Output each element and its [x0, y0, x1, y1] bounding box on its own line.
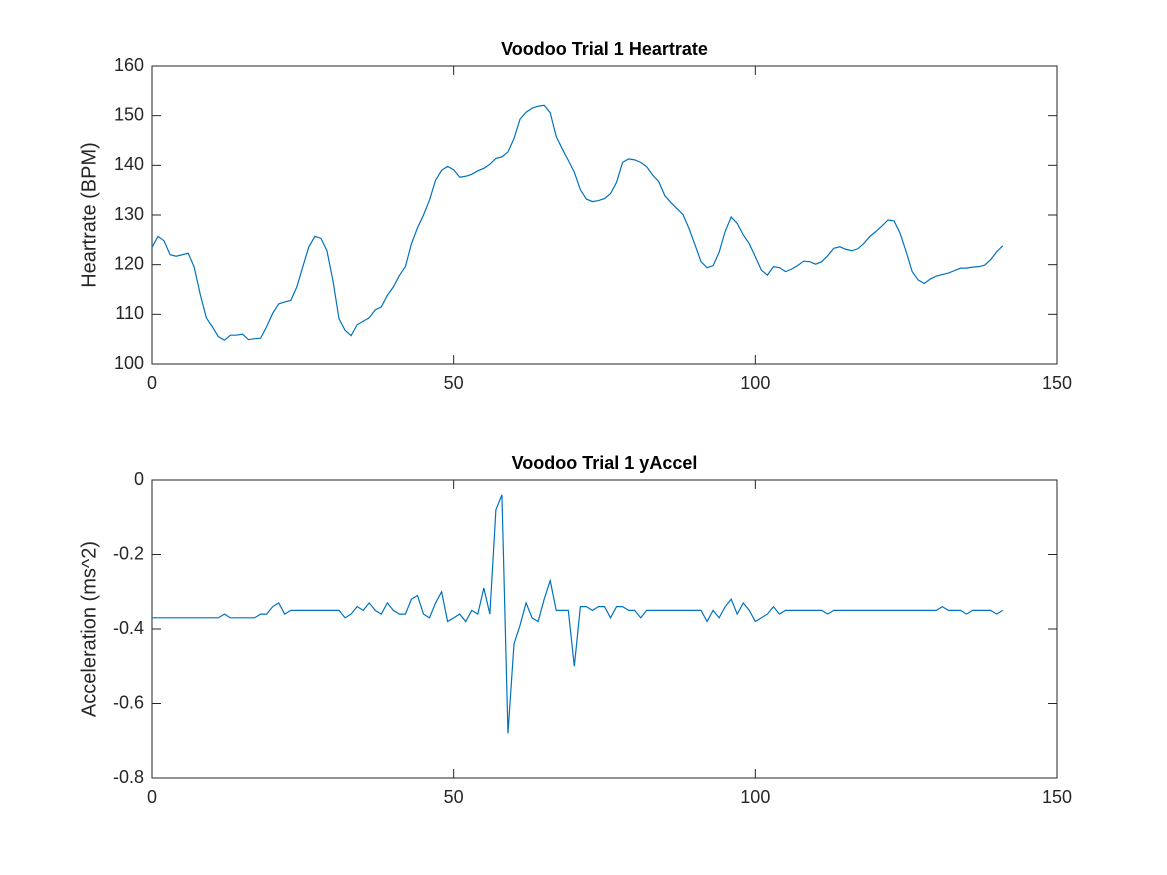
y-tick-label: 120	[114, 253, 144, 273]
y-tick-label: 0	[134, 469, 144, 489]
data-line	[152, 494, 1004, 734]
y-tick-label: 150	[114, 104, 144, 124]
data-line	[151, 104, 1004, 341]
x-tick-label: 50	[444, 787, 464, 807]
y-tick-label: 140	[114, 154, 144, 174]
y-axis-label: Acceleration (ms^2)	[78, 541, 100, 717]
x-tick-label: 0	[147, 373, 157, 393]
x-tick-label: 150	[1042, 787, 1072, 807]
y-tick-label: -0.4	[113, 618, 144, 638]
x-tick-label: 100	[740, 787, 770, 807]
y-axis-label: Heartrate (BPM)	[78, 142, 100, 288]
y-tick-label: 100	[114, 353, 144, 373]
y-tick-label: -0.8	[113, 767, 144, 787]
x-tick-label: 100	[740, 373, 770, 393]
y-tick-label: 130	[114, 204, 144, 224]
y-tick-label: 160	[114, 55, 144, 75]
y-tick-label: -0.6	[113, 692, 144, 712]
x-tick-label: 50	[444, 373, 464, 393]
plot-area	[151, 479, 1058, 779]
y-tick-label: 110	[115, 303, 144, 323]
y-tick-label: -0.2	[113, 543, 144, 563]
plot-area	[151, 65, 1058, 365]
chart-title: Voodoo Trial 1 Heartrate	[501, 39, 708, 59]
chart-title: Voodoo Trial 1 yAccel	[512, 453, 698, 473]
x-tick-label: 0	[147, 787, 157, 807]
x-tick-label: 150	[1042, 373, 1072, 393]
